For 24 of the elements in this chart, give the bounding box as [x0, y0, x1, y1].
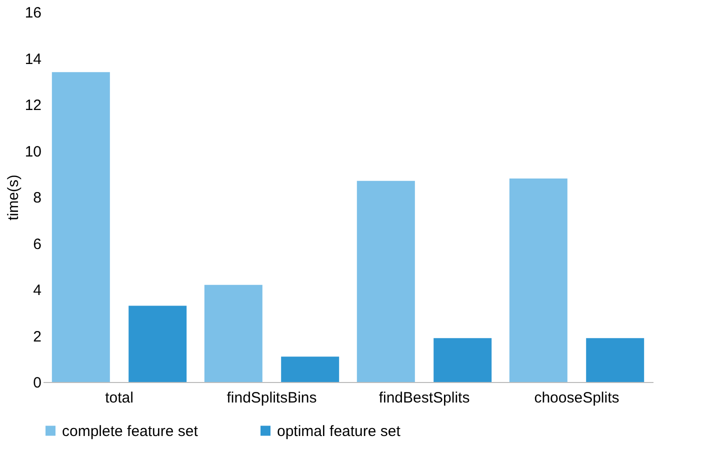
- bar: [509, 178, 568, 382]
- y-axis-title: time(s): [4, 174, 22, 220]
- bar: [586, 338, 644, 382]
- y-tick-label: 10: [24, 143, 42, 160]
- y-tick-label: 0: [33, 374, 42, 392]
- bar: [204, 284, 262, 382]
- y-tick-label: 4: [33, 282, 42, 299]
- y-tick-label: 2: [33, 328, 42, 346]
- x-tick-label: total: [105, 390, 134, 406]
- y-tick-label: 8: [33, 190, 42, 206]
- bar: [434, 338, 492, 382]
- legend-label: optimal feature set: [277, 422, 402, 440]
- x-tick-label: findSplitsBins: [226, 390, 317, 406]
- bar: [281, 356, 340, 382]
- bar: [52, 72, 110, 382]
- y-tick-label: 6: [33, 236, 42, 253]
- bar: [356, 180, 415, 382]
- y-tick-label: 14: [24, 50, 42, 68]
- legend-label: complete feature set: [62, 422, 199, 440]
- x-tick-label: chooseSplits: [534, 390, 620, 406]
- bar: [128, 306, 187, 382]
- y-tick-label: 16: [24, 4, 42, 22]
- y-tick-label: 12: [24, 97, 42, 114]
- x-tick-label: findBestSplits: [378, 390, 470, 406]
